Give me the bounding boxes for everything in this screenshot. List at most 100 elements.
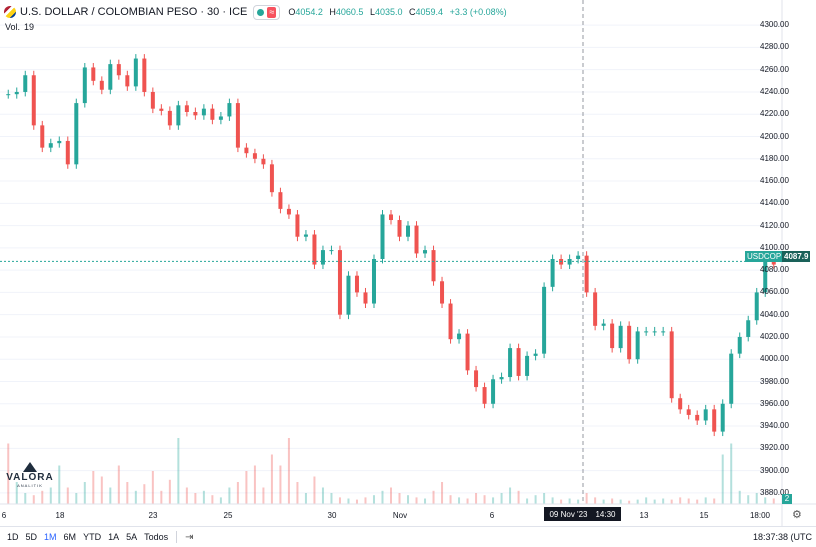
- volume-bar: [415, 497, 418, 504]
- volume-bar: [730, 443, 733, 504]
- y-tick-label: 4260.00: [760, 64, 789, 74]
- timeframe-todos[interactable]: Todos: [144, 532, 169, 542]
- crosshair-time-label: 09 Nov '23 14:30: [544, 507, 621, 521]
- candle-body: [295, 214, 300, 237]
- volume-label: Vol.: [5, 22, 21, 32]
- candle-body: [201, 108, 206, 116]
- candle-body: [184, 105, 189, 112]
- volume-bar: [7, 443, 10, 504]
- y-tick-label: 4240.00: [760, 86, 789, 96]
- y-tick-label: 3920.00: [760, 443, 789, 453]
- volume-bar: [228, 487, 231, 504]
- candle-body: [346, 275, 351, 315]
- logo-name: VALORA: [6, 472, 54, 483]
- settings-gear-icon[interactable]: ⚙: [792, 509, 802, 521]
- candle-body: [65, 140, 70, 165]
- x-tick-label: 18: [55, 511, 65, 520]
- candle-body: [397, 220, 402, 237]
- volume-bar: [432, 490, 435, 504]
- candle-body: [303, 234, 308, 237]
- volume-bar: [287, 438, 290, 504]
- y-tick-label: 4040.00: [760, 309, 789, 319]
- candle-body: [354, 275, 359, 293]
- timeframe-1m[interactable]: 1M: [44, 532, 57, 542]
- timeframe-6m[interactable]: 6M: [63, 532, 77, 542]
- candle-body: [678, 398, 683, 410]
- y-tick-label: 4280.00: [760, 42, 789, 52]
- timeframe-5d[interactable]: 5D: [25, 532, 38, 542]
- candle-body: [516, 348, 521, 376]
- volume-bar: [355, 499, 358, 504]
- clock[interactable]: 18:37:38 (UTC: [752, 532, 812, 542]
- volume-bar: [551, 497, 554, 504]
- candle-body: [754, 292, 759, 321]
- volume-bar: [611, 498, 614, 504]
- candle-body: [218, 116, 223, 120]
- x-tick-label: 23: [148, 511, 158, 520]
- high-value: 4060.5: [335, 7, 364, 17]
- volume-bar: [126, 482, 129, 504]
- market-status-badge[interactable]: ≈: [253, 4, 281, 20]
- volume-bar: [713, 498, 716, 504]
- symbol-price-tag: USDCOP: [745, 251, 784, 262]
- candle-body: [74, 103, 79, 165]
- candle-body: [406, 225, 411, 237]
- y-tick-label: 3880.00: [760, 487, 789, 497]
- volume-bar: [645, 497, 648, 504]
- candle-body: [669, 331, 674, 399]
- candle-body: [320, 250, 325, 265]
- volume-bar: [330, 493, 333, 504]
- chart-header: U.S. DOLLAR / COLOMBIAN PESO · 30 · ICE …: [4, 4, 511, 20]
- y-tick-label: 4120.00: [760, 220, 789, 230]
- date-range-icon[interactable]: ⇥: [185, 531, 194, 543]
- symbol-title[interactable]: U.S. DOLLAR / COLOMBIAN PESO · 30 · ICE: [20, 6, 248, 18]
- candle-body: [737, 336, 742, 354]
- x-tick-label: 30: [327, 511, 337, 520]
- volume-bar: [687, 498, 690, 504]
- y-tick-label: 3900.00: [760, 465, 789, 475]
- volume-bar: [577, 499, 580, 504]
- candle-body: [193, 112, 198, 116]
- timeframe-1a[interactable]: 1A: [108, 532, 120, 542]
- y-tick-label: 4300.00: [760, 20, 789, 30]
- usd-cop-flag-icon: [4, 6, 16, 18]
- low-label: L: [369, 7, 375, 17]
- timeframe-ytd[interactable]: YTD: [83, 532, 102, 542]
- candle-body: [508, 348, 513, 378]
- candle-body: [414, 225, 419, 254]
- candle-body: [423, 250, 428, 254]
- y-tick-label: 3980.00: [760, 376, 789, 386]
- volume-bar: [151, 471, 154, 504]
- volume-bar: [143, 484, 146, 504]
- candle-body: [329, 250, 334, 252]
- volume-bar: [585, 493, 588, 504]
- candle-body: [23, 75, 28, 92]
- timeframe-1d[interactable]: 1D: [7, 532, 19, 542]
- volume-bar: [483, 495, 486, 504]
- volume-bar: [704, 497, 707, 504]
- candle-body: [644, 331, 649, 333]
- candle-body: [244, 147, 249, 154]
- volume-bar: [202, 490, 205, 504]
- volume-bar: [568, 498, 571, 504]
- y-tick-label: 4000.00: [760, 354, 789, 364]
- candle-body: [457, 333, 462, 340]
- candle-body: [31, 75, 36, 126]
- volume-bar: [194, 493, 197, 504]
- volume-bar: [594, 497, 597, 504]
- volume-bar: [696, 499, 699, 504]
- candle-body: [448, 303, 453, 340]
- high-label: H: [329, 7, 336, 17]
- volume-bar: [390, 487, 392, 504]
- timeframe-5a[interactable]: 5A: [126, 532, 138, 542]
- volume-bar: [24, 493, 27, 504]
- x-tick-label: Nov: [392, 511, 408, 520]
- volume-bar: [653, 499, 656, 504]
- volume-bar: [509, 487, 512, 504]
- y-tick-label: 3940.00: [760, 421, 789, 431]
- volume-bar: [32, 495, 35, 504]
- volume-bar: [372, 495, 375, 504]
- candle-body: [99, 80, 104, 90]
- candle-body: [601, 323, 606, 326]
